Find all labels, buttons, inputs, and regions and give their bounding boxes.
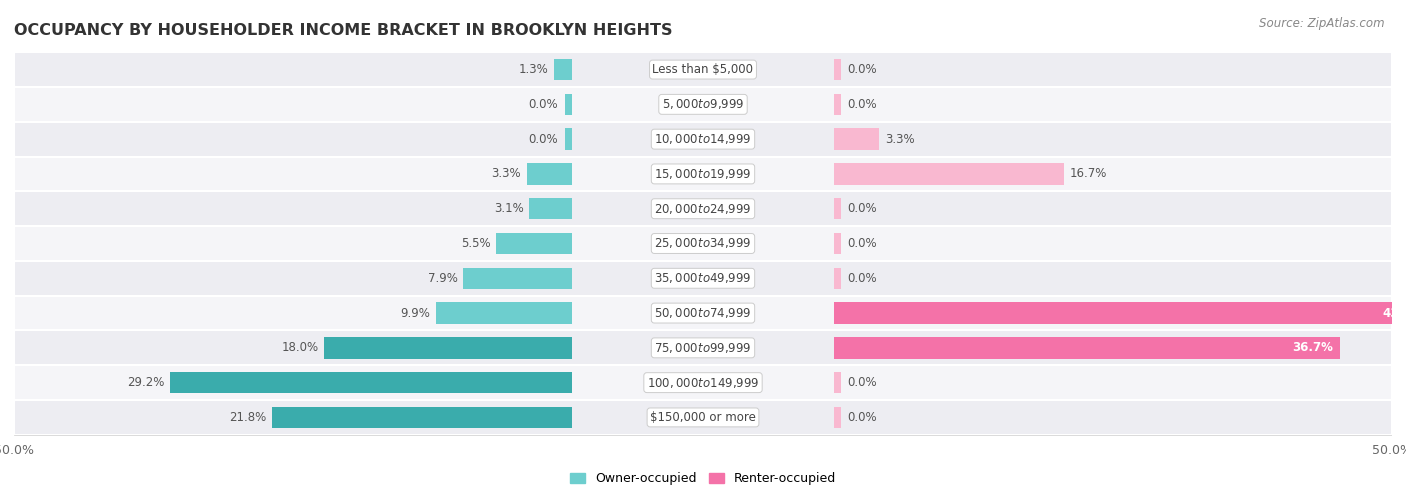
Bar [834, 198, 841, 220]
Text: $15,000 to $19,999: $15,000 to $19,999 [654, 167, 752, 181]
Text: $100,000 to $149,999: $100,000 to $149,999 [647, 375, 759, 390]
FancyBboxPatch shape [14, 191, 1392, 226]
Text: OCCUPANCY BY HOUSEHOLDER INCOME BRACKET IN BROOKLYN HEIGHTS: OCCUPANCY BY HOUSEHOLDER INCOME BRACKET … [14, 23, 672, 38]
Bar [834, 163, 1064, 185]
Text: $35,000 to $49,999: $35,000 to $49,999 [654, 271, 752, 285]
Text: 36.7%: 36.7% [1292, 341, 1333, 355]
Text: 0.0%: 0.0% [848, 411, 877, 424]
Text: 43.3%: 43.3% [1382, 307, 1406, 319]
Bar [527, 163, 572, 185]
Text: 7.9%: 7.9% [427, 272, 458, 285]
Bar [170, 372, 572, 393]
Text: 0.0%: 0.0% [848, 63, 877, 76]
FancyBboxPatch shape [14, 226, 1392, 261]
Bar [834, 129, 879, 150]
Bar [834, 337, 1340, 358]
FancyBboxPatch shape [14, 296, 1392, 331]
Text: 0.0%: 0.0% [848, 202, 877, 215]
Bar [530, 198, 572, 220]
Bar [834, 372, 841, 393]
Bar [834, 59, 841, 80]
Text: 16.7%: 16.7% [1070, 168, 1107, 180]
Text: 3.3%: 3.3% [884, 132, 914, 146]
Bar [834, 302, 1406, 324]
Bar [834, 94, 841, 115]
Bar [463, 267, 572, 289]
Text: 9.9%: 9.9% [401, 307, 430, 319]
Text: 0.0%: 0.0% [848, 376, 877, 389]
FancyBboxPatch shape [14, 122, 1392, 156]
Text: 0.0%: 0.0% [848, 98, 877, 111]
FancyBboxPatch shape [14, 365, 1392, 400]
Bar [496, 233, 572, 254]
Text: Source: ZipAtlas.com: Source: ZipAtlas.com [1260, 17, 1385, 30]
Text: 3.1%: 3.1% [494, 202, 524, 215]
Text: 0.0%: 0.0% [529, 98, 558, 111]
Text: Less than $5,000: Less than $5,000 [652, 63, 754, 76]
Text: $75,000 to $99,999: $75,000 to $99,999 [654, 341, 752, 355]
Bar [436, 302, 572, 324]
FancyBboxPatch shape [14, 52, 1392, 87]
Bar [565, 94, 572, 115]
Text: 0.0%: 0.0% [848, 237, 877, 250]
FancyBboxPatch shape [14, 400, 1392, 435]
Bar [554, 59, 572, 80]
FancyBboxPatch shape [14, 87, 1392, 122]
Text: $10,000 to $14,999: $10,000 to $14,999 [654, 132, 752, 146]
Bar [834, 407, 841, 428]
FancyBboxPatch shape [14, 261, 1392, 296]
Text: $20,000 to $24,999: $20,000 to $24,999 [654, 202, 752, 216]
Legend: Owner-occupied, Renter-occupied: Owner-occupied, Renter-occupied [565, 468, 841, 487]
Text: 18.0%: 18.0% [281, 341, 319, 355]
Bar [323, 337, 572, 358]
Text: 1.3%: 1.3% [519, 63, 548, 76]
Text: $5,000 to $9,999: $5,000 to $9,999 [662, 97, 744, 112]
Bar [565, 129, 572, 150]
Text: 5.5%: 5.5% [461, 237, 491, 250]
Text: 0.0%: 0.0% [529, 132, 558, 146]
Text: 21.8%: 21.8% [229, 411, 266, 424]
FancyBboxPatch shape [14, 331, 1392, 365]
Bar [271, 407, 572, 428]
Bar [834, 233, 841, 254]
Text: $50,000 to $74,999: $50,000 to $74,999 [654, 306, 752, 320]
Text: $25,000 to $34,999: $25,000 to $34,999 [654, 237, 752, 250]
Bar [834, 267, 841, 289]
FancyBboxPatch shape [14, 156, 1392, 191]
Text: $150,000 or more: $150,000 or more [650, 411, 756, 424]
Text: 3.3%: 3.3% [492, 168, 522, 180]
Text: 0.0%: 0.0% [848, 272, 877, 285]
Text: 29.2%: 29.2% [127, 376, 165, 389]
